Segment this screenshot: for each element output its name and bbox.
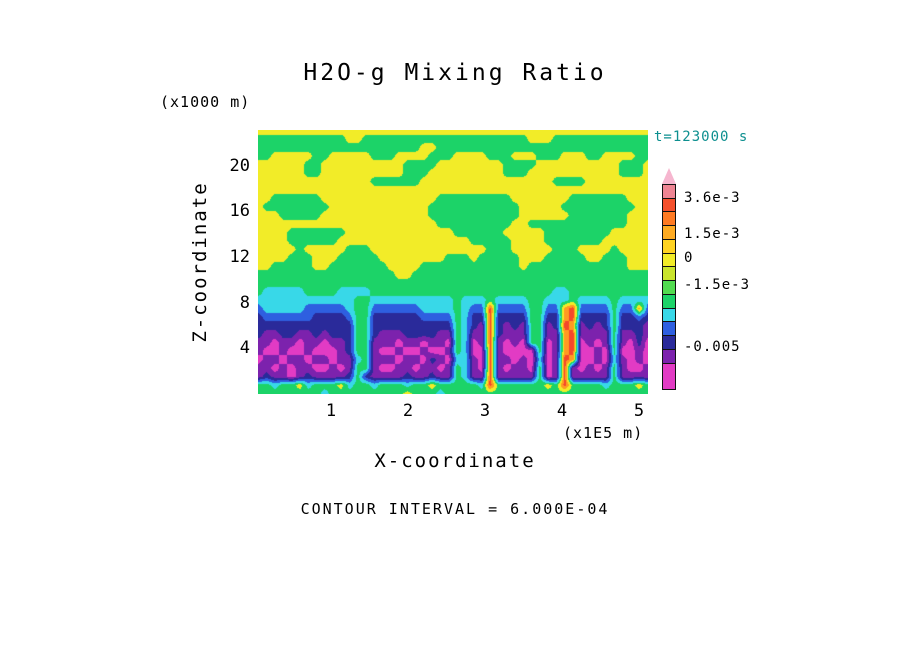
colorbar-segment bbox=[663, 225, 675, 239]
y-axis-label: Z-coordinate bbox=[189, 181, 211, 343]
x-axis-unit: (x1E5 m) bbox=[563, 424, 644, 442]
x-tick-labels: 1 2 3 4 5 bbox=[258, 401, 648, 423]
x-tick-label: 2 bbox=[402, 401, 414, 421]
colorbar bbox=[662, 184, 676, 390]
x-tick-label: 4 bbox=[556, 401, 568, 421]
x-tick-label: 3 bbox=[479, 401, 491, 421]
y-axis-unit: (x1000 m) bbox=[160, 93, 251, 111]
x-tick-label: 1 bbox=[325, 401, 337, 421]
contour-interval-label: CONTOUR INTERVAL = 6.000E-04 bbox=[300, 500, 610, 518]
colorbar-segment bbox=[663, 238, 675, 253]
colorbar-segment bbox=[663, 280, 675, 294]
colorbar-label: -0.005 bbox=[684, 338, 741, 355]
colorbar-segment bbox=[663, 252, 675, 267]
colorbar-labels: 3.6e-3 1.5e-3 0 -1.5e-3 -0.005 bbox=[684, 184, 774, 390]
time-label: t=123000 s bbox=[654, 129, 749, 145]
colorbar-arrow bbox=[662, 168, 676, 184]
colorbar-segment bbox=[663, 348, 675, 363]
colorbar-label: 3.6e-3 bbox=[684, 190, 741, 207]
contour-plot bbox=[258, 130, 648, 394]
colorbar-segment bbox=[663, 293, 675, 308]
colorbar-label: 1.5e-3 bbox=[684, 226, 741, 243]
y-tick-labels: 20 16 12 8 4 bbox=[210, 130, 250, 394]
colorbar-segment bbox=[663, 362, 675, 390]
colorbar-label: -1.5e-3 bbox=[684, 276, 751, 293]
colorbar-segment bbox=[663, 307, 675, 322]
y-tick-label: 12 bbox=[229, 246, 250, 267]
y-tick-label: 16 bbox=[229, 201, 250, 222]
colorbar-label: 0 bbox=[684, 250, 694, 267]
colorbar-segment bbox=[663, 211, 675, 226]
colorbar-segment bbox=[663, 266, 675, 281]
y-tick-label: 20 bbox=[229, 155, 250, 176]
x-tick-label: 5 bbox=[633, 401, 645, 421]
colorbar-segment bbox=[663, 197, 675, 212]
plot-title: H2O-g Mixing Ratio bbox=[303, 60, 607, 86]
colorbar-segment bbox=[663, 321, 675, 336]
y-tick-label: 8 bbox=[239, 292, 250, 313]
colorbar-segment bbox=[663, 185, 675, 198]
x-axis-label: X-coordinate bbox=[374, 450, 536, 472]
colorbar-segment bbox=[663, 335, 675, 349]
y-tick-label: 4 bbox=[239, 338, 250, 359]
